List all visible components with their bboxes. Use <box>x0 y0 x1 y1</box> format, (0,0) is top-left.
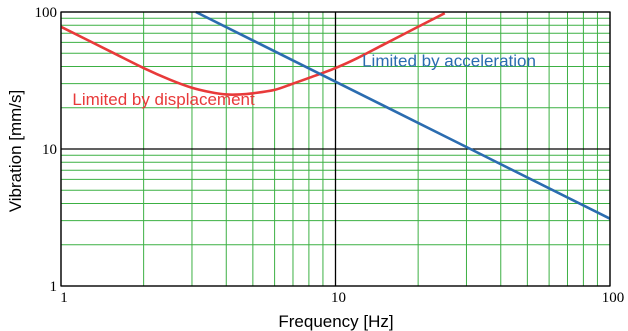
tick-labels: 1 10 100 1 10 100 <box>35 5 625 306</box>
x-tick-label: 1 <box>60 290 68 306</box>
acceleration-limit-line <box>195 10 611 220</box>
plot-frame <box>60 11 611 287</box>
acceleration-annotation: Limited by acceleration <box>362 52 536 71</box>
x-tick-label: 10 <box>331 290 346 306</box>
x-tick-label: 100 <box>602 290 625 306</box>
annotations: Limited by displacement Limited by accele… <box>72 52 536 109</box>
displacement-annotation: Limited by displacement <box>72 90 255 109</box>
y-tick-label: 100 <box>35 5 58 21</box>
y-tick-label: 10 <box>42 142 57 158</box>
x-axis-title: Frequency [Hz] <box>278 312 393 331</box>
y-axis-title: Vibration [mm/s] <box>6 90 25 213</box>
series-layer <box>60 10 611 220</box>
y-tick-label: 1 <box>50 279 58 295</box>
displacement-limit-line <box>60 12 446 97</box>
